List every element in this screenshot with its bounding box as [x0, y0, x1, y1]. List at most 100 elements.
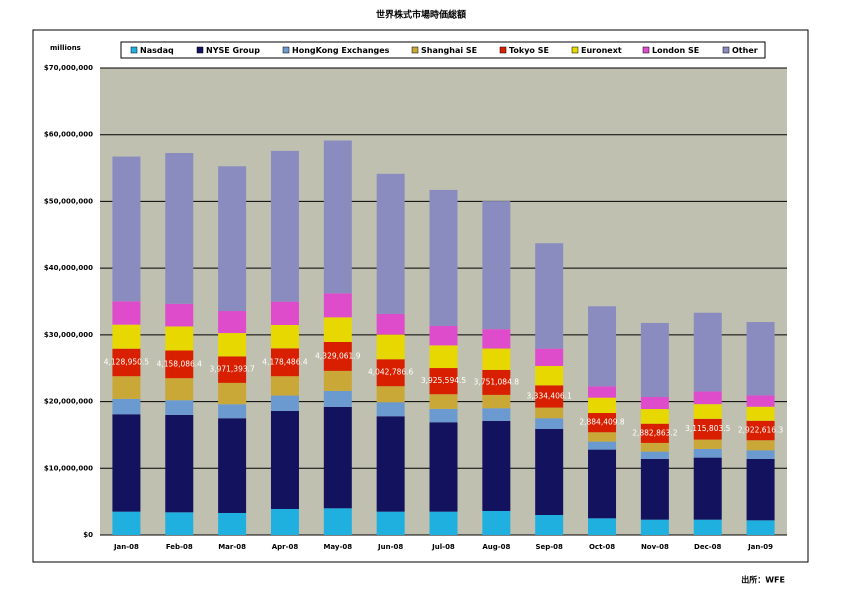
- bar-segment: [693, 519, 722, 535]
- x-tick-label: Oct-08: [589, 543, 615, 551]
- bar-segment: [165, 378, 194, 401]
- bar-segment: [746, 440, 775, 451]
- bar-segment: [218, 512, 247, 535]
- bar-segment: [429, 511, 458, 535]
- data-label: 3,971,393.7: [209, 365, 255, 374]
- x-tick-label: Apr-08: [272, 543, 299, 551]
- x-tick-label: Jan-09: [747, 543, 773, 551]
- bar-segment: [535, 428, 564, 515]
- bar-segment: [535, 418, 564, 429]
- bar-segment: [323, 140, 352, 294]
- y-tick-label: $40,000,000: [44, 264, 93, 272]
- legend-label: HongKong Exchanges: [292, 46, 390, 55]
- bar-segment: [535, 514, 564, 535]
- bar-segment: [270, 324, 299, 349]
- bar-segment: [429, 422, 458, 512]
- bar-segment: [482, 408, 511, 421]
- bar-segment: [588, 432, 617, 442]
- bar-segment: [270, 150, 299, 302]
- bar-segment: [746, 322, 775, 396]
- bar-segment: [640, 442, 669, 452]
- data-label: 2,922,616.3: [738, 426, 784, 435]
- bar-segment: [376, 511, 405, 535]
- y-axis-label: millions: [50, 44, 81, 52]
- bar-segment: [535, 243, 564, 349]
- x-tick-label: Jun-08: [377, 543, 403, 551]
- data-label: 2,884,409.8: [579, 418, 625, 427]
- bar-segment: [693, 418, 722, 440]
- bar-segment: [746, 450, 775, 459]
- x-tick-label: Aug-08: [482, 543, 510, 551]
- bar-segment: [429, 345, 458, 369]
- frame: [32, 29, 809, 563]
- bar-segment: [482, 420, 511, 511]
- bar-segment: [746, 520, 775, 535]
- y-tick-label: $0: [83, 531, 93, 539]
- bar-segment: [270, 376, 299, 396]
- bar-segment: [323, 370, 352, 391]
- bar-segment: [535, 365, 564, 386]
- bar-segment: [482, 329, 511, 349]
- bar-segment: [482, 348, 511, 370]
- legend-swatch: [642, 46, 650, 54]
- bar-segment: [640, 397, 669, 410]
- bar-segment: [376, 359, 405, 387]
- y-tick-label: $60,000,000: [44, 131, 93, 139]
- x-tick-label: Feb-08: [166, 543, 193, 551]
- bar-segment: [693, 448, 722, 458]
- legend-label: Shanghai SE: [421, 46, 477, 55]
- legend-label: Euronext: [581, 46, 622, 55]
- bar-segment: [429, 408, 458, 423]
- bar-segment: [693, 457, 722, 520]
- bar-segment: [218, 311, 247, 334]
- legend-swatch: [411, 46, 419, 54]
- bar-segment: [640, 458, 669, 520]
- bar-segment: [640, 519, 669, 535]
- bar-segment: [323, 293, 352, 318]
- bar-segment: [218, 166, 247, 312]
- x-tick-label: May-08: [323, 543, 352, 551]
- bar-segment: [693, 391, 722, 405]
- bar-segment: [535, 385, 564, 408]
- bar-segment: [640, 423, 669, 443]
- data-label: 3,751,084.8: [474, 377, 520, 386]
- bar-segment: [640, 451, 669, 459]
- data-label: 4,128,950.5: [104, 357, 150, 366]
- x-tick-label: Jan-08: [113, 543, 139, 551]
- bar-segment: [112, 511, 141, 535]
- bar-segment: [270, 508, 299, 535]
- bar-segment: [376, 416, 405, 512]
- bar-segment: [218, 382, 247, 405]
- bar-segment: [588, 441, 617, 450]
- legend-swatch: [571, 46, 579, 54]
- bar-segment: [165, 153, 194, 304]
- data-label: 3,115,803.5: [685, 424, 731, 433]
- legend-swatch: [196, 46, 204, 54]
- bar-segment: [323, 342, 352, 371]
- data-label: 4,158,086.4: [157, 359, 203, 368]
- bar-segment: [323, 406, 352, 509]
- data-label: 4,178,486.4: [262, 357, 308, 366]
- bar-segment: [112, 348, 141, 377]
- bar-segment: [270, 301, 299, 325]
- data-label: 3,334,406.1: [527, 391, 573, 400]
- x-tick-label: Nov-08: [641, 543, 669, 551]
- bar-segment: [165, 414, 194, 513]
- bar-segment: [112, 156, 141, 302]
- bar-segment: [376, 402, 405, 417]
- bar-segment: [746, 420, 775, 441]
- bar-segment: [165, 326, 194, 351]
- bar-segment: [693, 439, 722, 449]
- bar-segment: [376, 386, 405, 403]
- data-label: 3,925,594.5: [421, 376, 467, 385]
- data-label: 2,882,863.2: [632, 428, 678, 437]
- bar-segment: [588, 449, 617, 519]
- bar-segment: [588, 397, 617, 414]
- bar-segment: [376, 313, 405, 335]
- bar-segment: [535, 407, 564, 419]
- bar-segment: [165, 303, 194, 327]
- bar-segment: [482, 510, 511, 535]
- bar-segment: [429, 189, 458, 327]
- legend-label: Nasdaq: [140, 46, 174, 55]
- bar-segment: [218, 404, 247, 419]
